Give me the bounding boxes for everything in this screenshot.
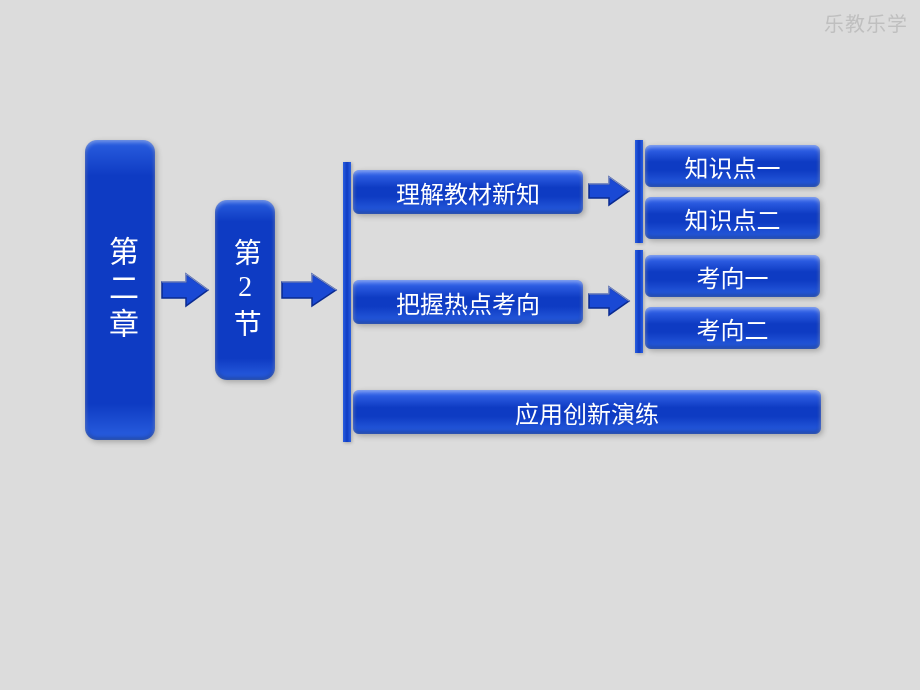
node-leaf2-label: 知识点二 [685, 201, 781, 236]
connector-bar-main [343, 162, 351, 442]
node-branch2-label: 把握热点考向 [396, 285, 540, 320]
arrow-icon [587, 285, 631, 317]
node-leaf3: 考向一 [645, 255, 820, 297]
node-section: 第2节 [215, 200, 275, 380]
node-branch1: 理解教材新知 [353, 170, 583, 214]
node-leaf1-label: 知识点一 [685, 149, 781, 184]
node-branch2: 把握热点考向 [353, 280, 583, 324]
connector-bar-leaf12 [635, 140, 643, 243]
node-chapter: 第二章 [85, 140, 155, 440]
arrow-icon [280, 272, 338, 308]
node-chapter-label: 第二章 [99, 236, 141, 344]
node-branch3-label: 应用创新演练 [515, 395, 659, 430]
connector-bar-leaf34 [635, 250, 643, 353]
node-branch3: 应用创新演练 [353, 390, 821, 434]
node-leaf4: 考向二 [645, 307, 820, 349]
watermark-text: 乐教乐学 [824, 8, 908, 37]
node-branch1-label: 理解教材新知 [396, 175, 540, 210]
node-leaf1: 知识点一 [645, 145, 820, 187]
node-leaf4-label: 考向二 [697, 311, 769, 346]
node-leaf2: 知识点二 [645, 197, 820, 239]
arrow-icon [160, 272, 210, 308]
node-section-label: 第2节 [225, 238, 264, 343]
arrow-icon [587, 175, 631, 207]
node-leaf3-label: 考向一 [697, 259, 769, 294]
